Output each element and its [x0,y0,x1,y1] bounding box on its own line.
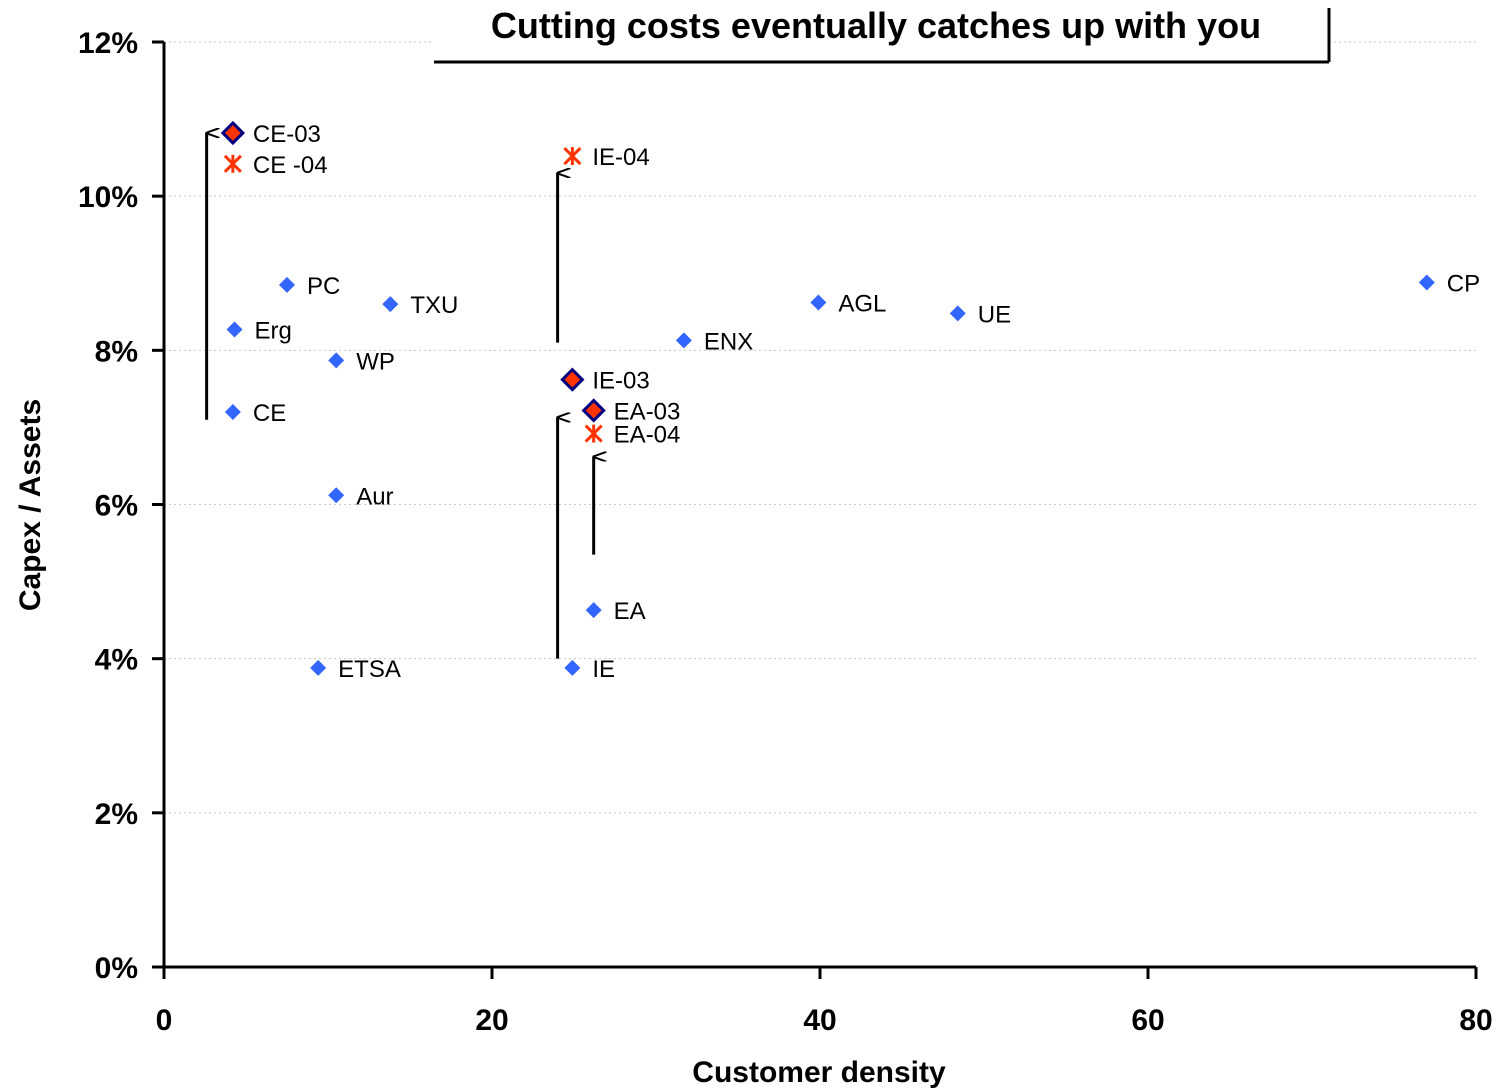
point-label: TXU [410,292,458,319]
title-background [434,0,1329,62]
point-label: IE-04 [592,144,649,171]
chart-title-box: Cutting costs eventually catches up with… [434,0,1331,64]
point-label: PC [307,273,340,300]
y-tick-label: 2% [95,798,138,831]
point-label: EA-04 [614,422,681,449]
y-tick-label: 4% [95,644,138,677]
y-tick-label: 10% [78,181,138,214]
point-label: EA-03 [614,398,681,425]
data-point-ce [224,404,241,420]
data-point-txu [382,296,399,313]
data-points [220,120,1435,676]
point-label: CP [1447,271,1480,298]
y-tick-label: 12% [78,27,138,60]
point-label: WP [356,348,395,375]
point-label: UE [978,301,1011,328]
data-point-ie [564,659,581,676]
y-tick-label: 0% [95,952,138,985]
data-point-erg [226,321,243,338]
x-axis-title: Customer density [692,1056,946,1089]
point-label: ETSA [338,656,401,683]
data-point-ea-03 [581,398,606,423]
y-tick-labels: 0% 2% 4% 6% 8% 10% 12% [78,27,138,985]
y-tick-label: 6% [95,490,138,523]
data-point-cp [1418,274,1435,291]
axes [152,40,1478,979]
data-point-aur [328,487,345,504]
point-label: ENX [704,328,753,355]
gridlines [164,41,1476,814]
point-label: EA [614,598,646,625]
y-tick-label: 8% [95,335,138,368]
data-point-ce-03 [220,120,246,146]
x-tick-label: 20 [475,1004,508,1037]
point-label: CE -04 [253,152,328,179]
data-point-agl [810,294,827,311]
y-axis-title: Capex / Assets [14,399,47,611]
point-label: CE [253,400,286,427]
point-label: CE-03 [253,121,321,148]
data-point-ea [585,602,602,619]
point-label: IE-03 [592,368,649,395]
data-point-ie-03 [560,367,585,392]
arrows [205,133,594,659]
point-label: Erg [255,318,292,345]
x-tick-label: 40 [803,1004,836,1037]
x-tick-label: 80 [1459,1004,1492,1037]
data-point-ce-04 [223,154,242,173]
data-point-ea-04 [584,424,603,443]
x-tick-label: 60 [1131,1004,1164,1037]
chart-title: Cutting costs eventually catches up with… [491,5,1261,46]
data-point-pc [279,276,295,293]
point-label: AGL [838,291,886,318]
data-point-wp [328,352,345,369]
point-label: IE [592,656,615,683]
x-tick-labels: 0 20 40 60 80 [156,1004,1493,1037]
x-tick-label: 0 [156,1004,173,1037]
data-point-enx [675,332,692,349]
data-point-etsa [310,659,327,676]
data-point-ue [949,305,966,322]
data-point-ie-04 [563,147,582,166]
point-labels: CE Erg PC WP TXU Aur ETSA IE EA ENX AGL UE CP CE-03 IE… [253,121,1480,683]
point-label: Aur [356,483,393,510]
